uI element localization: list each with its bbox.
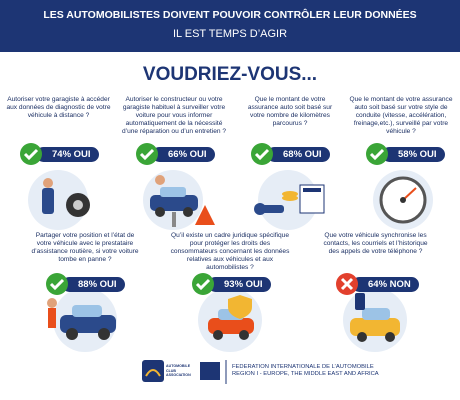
header-subtitle: IL EST TEMPS D’AGIR <box>172 28 288 40</box>
question: Partager votre position et l’état de vot… <box>31 232 139 263</box>
check-icon <box>136 143 158 165</box>
fia-line: FEDERATION INTERNATIONALE DE L’AUTOMOBIL… <box>232 364 374 370</box>
check-icon <box>20 143 42 165</box>
question: Qu’il existe un cadre juridique spécifiq… <box>170 232 290 271</box>
question: Que le montant de votre assurance auto s… <box>349 96 453 135</box>
header-title: LES AUTOMOBILISTES DOIVENT POUVOIR CONTR… <box>43 9 417 21</box>
result-pill: 88% OUI <box>62 277 125 292</box>
cross-icon <box>336 273 358 295</box>
result-pill: 93% OUI <box>208 277 271 292</box>
fia-label: FEDERATION INTERNATIONALE DE L’AUTOMOBIL… <box>232 364 452 378</box>
question: Que le montant de votre assurance auto s… <box>247 96 333 127</box>
result-pill: 64% NON <box>352 277 419 292</box>
question: Autoriser votre garagiste à accéder aux … <box>6 96 111 119</box>
fia-line: REGION I - EUROPE, THE MIDDLE EAST AND A… <box>232 371 379 377</box>
check-icon <box>251 143 273 165</box>
aca-label: AUTOMOBILE CLUB ASSOCIATION <box>166 364 191 377</box>
check-icon <box>46 273 68 295</box>
check-icon <box>366 143 388 165</box>
result-pill: 66% OUI <box>152 147 215 162</box>
result-pill: 68% OUI <box>267 147 330 162</box>
question: Autoriser le constructeur ou votre garag… <box>121 96 227 135</box>
check-icon <box>192 273 214 295</box>
heading: VOUDRIEZ-VOUS... <box>142 64 318 85</box>
header-banner: LES AUTOMOBILISTES DOIVENT POUVOIR CONTR… <box>0 0 460 52</box>
result-pill: 58% OUI <box>382 147 445 162</box>
result-pill: 74% OUI <box>36 147 99 162</box>
question: Que votre véhicule synchronise les conta… <box>323 232 428 255</box>
